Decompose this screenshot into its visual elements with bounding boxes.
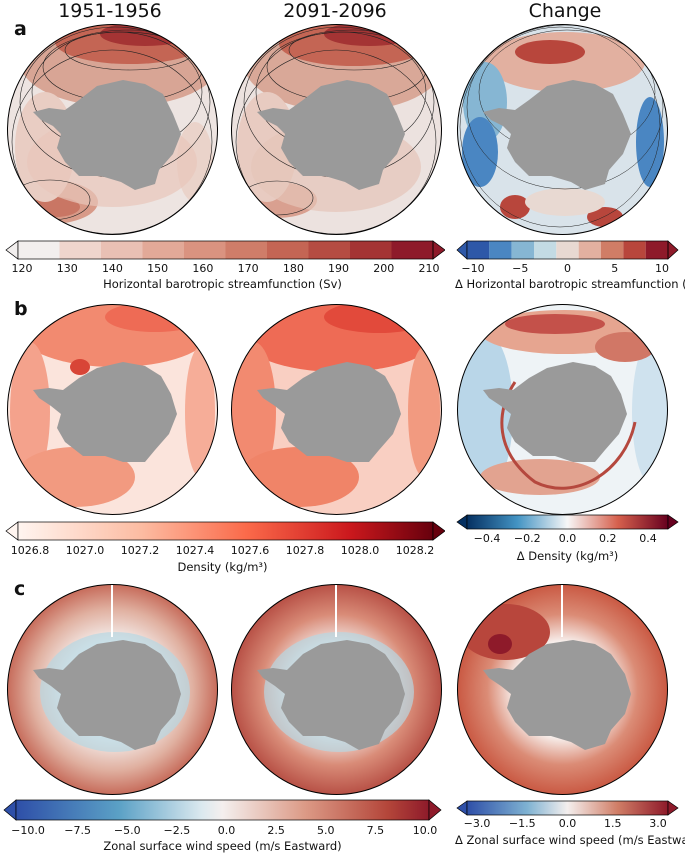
colorbar-tick-label: −5.0 — [113, 824, 141, 837]
colorbar-streamfunction-change — [456, 240, 679, 260]
colorbar-title-streamfunction: Horizontal barotropic streamfunction (Sv… — [103, 277, 342, 291]
colorbar-tick-label: 0.4 — [639, 532, 657, 545]
colorbar-title-density: Density (kg/m³) — [177, 560, 268, 574]
colorbar-tick-label: 2.5 — [267, 824, 285, 837]
colorbar-tick-label: 210 — [418, 262, 440, 275]
colorbar-swatch — [489, 241, 512, 259]
colorbar-tick-label: −7.5 — [64, 824, 91, 837]
map-density-change — [457, 304, 668, 515]
colorbar-extend-high — [667, 240, 679, 260]
colorbar-extend-high — [432, 240, 445, 260]
colorbar-tick-label: 0.2 — [599, 532, 617, 545]
colorbar-swatch — [59, 241, 101, 259]
colorbar-swatch — [556, 241, 579, 259]
colorbar-tick-label: 3.0 — [649, 817, 667, 830]
colorbar-tick-label: −2.5 — [163, 824, 191, 837]
colorbar-swatch — [645, 241, 668, 259]
colorbar-wind-change — [456, 800, 679, 816]
colorbar-swatch — [623, 241, 646, 259]
colorbar-streamfunction — [5, 240, 445, 260]
panel-label-c: c — [14, 578, 26, 600]
colorbar-tick-label: −10 — [461, 262, 485, 275]
colorbar-title-density-change: Δ Density (kg/m³) — [516, 549, 619, 563]
colorbar-tick-label: 180 — [282, 262, 304, 275]
map-streamfunction-2091-2096 — [231, 24, 442, 235]
map-wind-change — [457, 584, 668, 795]
colorbar-tick-label: −5 — [512, 262, 529, 275]
colorbar-tick-label: 5.0 — [317, 824, 335, 837]
colorbar-tick-label: 1028.0 — [340, 544, 380, 557]
colorbar-tick-label: 1026.8 — [10, 544, 50, 557]
colorbar-tick-label: 1028.2 — [395, 544, 435, 557]
colorbar-tick-label: −1.5 — [508, 817, 536, 830]
colorbar-swatch — [350, 241, 392, 259]
panel-label-a: a — [14, 18, 27, 40]
map-wind-1951-1956 — [7, 584, 218, 795]
colorbar-swatch — [391, 241, 433, 259]
colorbar-wind — [3, 799, 442, 821]
colorbar-tick-label: 0.0 — [558, 817, 577, 830]
colorbar-tick-label: 1027.2 — [120, 544, 160, 557]
colorbar-title-wind-change: Δ Zonal surface wind speed (m/s Eastward… — [455, 833, 685, 847]
colorbar-tick-label: 7.5 — [366, 824, 385, 837]
colorbar-tick-label: 1027.6 — [230, 544, 270, 557]
colorbar-swatch — [18, 241, 60, 259]
colorbar-tick-label: −0.2 — [513, 532, 541, 545]
colorbar-density — [5, 521, 445, 541]
colorbar-swatch — [267, 241, 309, 259]
map-density-1951-1956 — [7, 304, 218, 515]
colorbar-tick-label: 120 — [11, 262, 33, 275]
colorbar-swatch — [184, 241, 226, 259]
colorbar-density-change — [456, 514, 679, 530]
map-streamfunction-1951-1956 — [7, 24, 218, 235]
colorbar-swatch — [511, 241, 534, 259]
colorbar-tick-label: 1027.0 — [65, 544, 105, 557]
colorbar-tick-label: 130 — [56, 262, 78, 275]
colorbar-tick-label: 0 — [564, 262, 571, 275]
colorbar-swatch — [601, 241, 624, 259]
colorbar-tick-label: 200 — [373, 262, 395, 275]
colorbar-tick-label: 150 — [147, 262, 169, 275]
colorbar-tick-label: 190 — [328, 262, 350, 275]
colorbar-swatch — [142, 241, 184, 259]
colorbar-swatch — [534, 241, 557, 259]
colorbar-tick-label: 1.5 — [604, 817, 622, 830]
header-change: Change — [528, 0, 602, 22]
map-wind-2091-2096 — [231, 584, 442, 795]
colorbar-title-streamfunction-change: Δ Horizontal barotropic streamfunction (… — [455, 277, 685, 291]
colorbar-tick-label: 0.0 — [217, 824, 236, 837]
colorbar-tick-label: −0.4 — [473, 532, 501, 545]
colorbar-swatch — [578, 241, 601, 259]
colorbar-tick-label: 140 — [101, 262, 123, 275]
header-future: 2091-2096 — [283, 0, 387, 22]
colorbar-extend-low — [5, 240, 19, 260]
colorbar-swatch — [308, 241, 350, 259]
colorbar-tick-label: −3.0 — [463, 817, 491, 830]
panel-label-b: b — [14, 298, 28, 320]
colorbar-tick-label: 5 — [611, 262, 619, 275]
colorbar-extend-low — [456, 240, 468, 260]
colorbar-swatch — [467, 241, 490, 259]
map-density-2091-2096 — [231, 304, 442, 515]
colorbar-tick-label: −10.0 — [11, 824, 45, 837]
colorbar-tick-label: 1027.8 — [285, 544, 325, 557]
colorbar-tick-label: 0.0 — [558, 532, 577, 545]
map-streamfunction-change — [457, 24, 668, 235]
colorbar-swatch — [225, 241, 267, 259]
colorbar-tick-label: 1027.4 — [175, 544, 215, 557]
header-historical: 1951-1956 — [58, 0, 162, 22]
colorbar-tick-label: 10 — [655, 262, 669, 275]
colorbar-tick-label: 10.0 — [412, 824, 438, 837]
colorbar-tick-label: 160 — [192, 262, 214, 275]
colorbar-tick-label: 170 — [237, 262, 259, 275]
colorbar-swatch — [101, 241, 143, 259]
colorbar-title-wind: Zonal surface wind speed (m/s Eastward) — [103, 839, 342, 853]
